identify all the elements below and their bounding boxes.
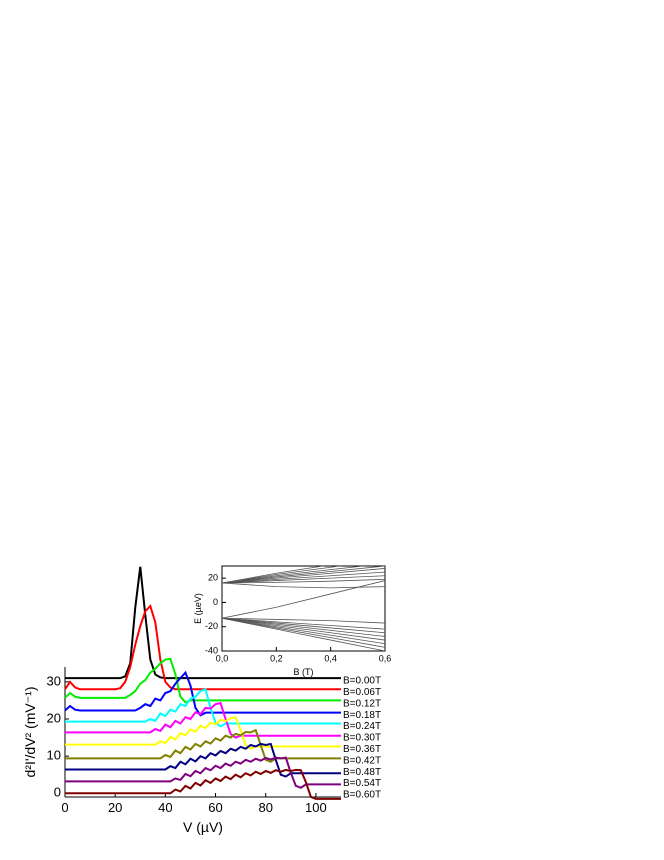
series-line xyxy=(65,716,341,750)
y-tick-label: 30 xyxy=(47,673,61,688)
series-line xyxy=(222,617,385,624)
x-tick-label: 0,4 xyxy=(324,653,337,663)
series-line xyxy=(65,701,341,739)
series-line xyxy=(65,768,341,800)
series-line xyxy=(222,566,385,584)
x-tick-label: 60 xyxy=(208,800,222,815)
series-line xyxy=(222,582,385,589)
series-line xyxy=(222,566,326,584)
x-tick-label: 20 xyxy=(108,800,122,815)
y-tick-label: 20 xyxy=(208,573,218,583)
x-tick-label: 0,6 xyxy=(379,653,392,663)
y-tick-label: 20 xyxy=(47,710,61,725)
x-tick-label: 0,0 xyxy=(216,653,229,663)
x-tick-label: 80 xyxy=(258,800,272,815)
series-label: B=0.36T xyxy=(343,744,381,755)
series-line xyxy=(222,580,385,619)
x-tick-label: 100 xyxy=(305,800,327,815)
y-axis-label: d²I'/dV² (mV⁻¹) xyxy=(22,687,38,778)
series-line xyxy=(222,617,385,634)
series-label: B=0.54T xyxy=(343,778,381,789)
series-line xyxy=(222,617,385,645)
series-label: B=0.18T xyxy=(343,710,381,721)
y-tick-label: -20 xyxy=(205,621,218,631)
series-line xyxy=(65,566,341,680)
series-line xyxy=(65,687,341,728)
series-line xyxy=(64,670,341,717)
x-tick-label: 40 xyxy=(158,800,172,815)
series-label: B=0.00T xyxy=(343,676,381,687)
x-tick-label: 0 xyxy=(61,800,68,815)
series-line xyxy=(222,617,385,648)
series-line xyxy=(65,728,341,763)
y-tick-label: 10 xyxy=(47,748,61,763)
series-line xyxy=(222,617,385,630)
series-label: B=0.30T xyxy=(343,733,381,744)
plot-lines xyxy=(222,566,385,651)
series-line xyxy=(222,617,385,641)
series-label: B=0.48T xyxy=(343,767,381,778)
series-line xyxy=(64,657,341,704)
series-line xyxy=(222,566,367,584)
series-label: B=0.06T xyxy=(343,687,381,698)
y-axis-label: E (µeV) xyxy=(193,593,203,624)
series-line xyxy=(222,617,385,651)
plot-lines xyxy=(64,566,341,800)
y-tick-label: 0 xyxy=(213,597,218,607)
series-label: B=0.60T xyxy=(343,790,381,801)
series-label: B=0.24T xyxy=(343,721,381,732)
y-tick-label: 0 xyxy=(54,785,61,800)
series-line xyxy=(222,571,385,584)
series-line xyxy=(222,566,343,584)
series-line xyxy=(222,617,385,637)
series-label: B=0.42T xyxy=(343,755,381,766)
series-line xyxy=(222,568,385,584)
x-axis-label: V (µV) xyxy=(183,819,223,835)
x-tick-label: 0,2 xyxy=(270,653,283,663)
series-label: B=0.12T xyxy=(343,698,381,709)
series-line xyxy=(222,575,385,584)
series-line xyxy=(222,578,385,584)
series-line xyxy=(65,742,341,778)
y-tick-label: -40 xyxy=(205,645,218,655)
axes-frame xyxy=(221,565,386,652)
x-axis-label: B (T) xyxy=(294,667,314,677)
series-line xyxy=(65,756,341,789)
